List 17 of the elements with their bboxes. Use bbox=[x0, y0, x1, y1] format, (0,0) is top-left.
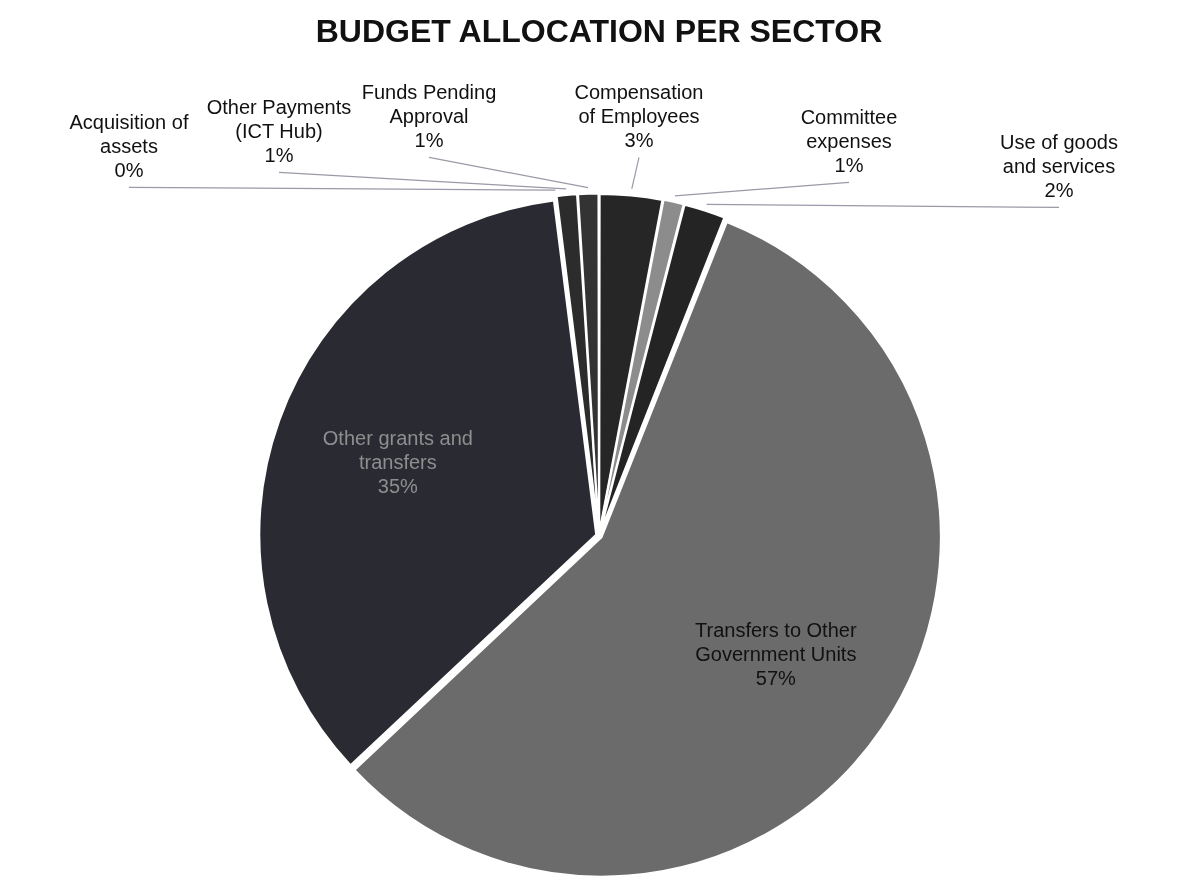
data-label: 35% bbox=[377, 474, 419, 497]
data-label: 1% bbox=[414, 128, 444, 151]
data-label: 3% bbox=[624, 128, 654, 151]
slice-label: Funds Pending Approval bbox=[361, 80, 497, 127]
data-label: 57% bbox=[755, 667, 797, 690]
data-label: 1% bbox=[834, 153, 864, 176]
chart-title: BUDGET ALLOCATION PER SECTOR bbox=[315, 13, 883, 50]
slice-label: Committee expenses bbox=[800, 105, 898, 152]
slice-label: Compensation of Employees bbox=[574, 80, 704, 127]
data-label: 2% bbox=[1044, 178, 1074, 201]
category-label: Acquisition of assets bbox=[69, 110, 189, 157]
slice-label: Other grants and transfers bbox=[322, 426, 473, 473]
data-label: 1% bbox=[264, 143, 294, 166]
text: 0% bbox=[114, 158, 144, 181]
slice-label: Other Payments (ICT Hub) bbox=[206, 95, 352, 142]
slice-label: Transfers to Other Government Units bbox=[695, 619, 857, 666]
slice-label: Use of goods and services bbox=[1000, 130, 1118, 177]
